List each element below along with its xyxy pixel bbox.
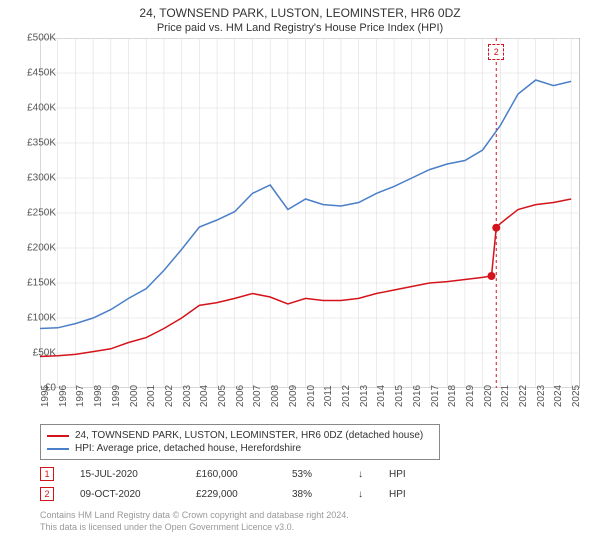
y-axis-tick: £100K	[27, 313, 56, 324]
chart-plot-area: £0£50K£100K£150K£200K£250K£300K£350K£400…	[40, 38, 600, 418]
event-pct: 38%	[292, 489, 332, 500]
x-axis-tick: 2017	[430, 385, 441, 407]
chart-callout: 2	[488, 44, 504, 60]
event-date: 09-OCT-2020	[80, 489, 170, 500]
y-axis-tick: £400K	[27, 103, 56, 114]
arrow-down-icon: ↓	[358, 469, 363, 480]
y-axis-tick: £350K	[27, 138, 56, 149]
x-axis-tick: 2012	[341, 385, 352, 407]
chart-svg	[40, 38, 580, 388]
attribution-line: This data is licensed under the Open Gov…	[40, 522, 590, 534]
x-axis-tick: 2018	[447, 385, 458, 407]
x-axis-tick: 1999	[111, 385, 122, 407]
x-axis-tick: 2007	[252, 385, 263, 407]
x-axis-tick: 2019	[465, 385, 476, 407]
event-price: £229,000	[196, 489, 266, 500]
attribution: Contains HM Land Registry data © Crown c…	[40, 510, 590, 533]
y-axis-tick: £150K	[27, 278, 56, 289]
x-axis-tick: 2015	[394, 385, 405, 407]
chart-subtitle: Price paid vs. HM Land Registry's House …	[0, 20, 600, 38]
event-price: £160,000	[196, 469, 266, 480]
x-axis-tick: 1998	[93, 385, 104, 407]
event-row: 1 15-JUL-2020 £160,000 53% ↓ HPI	[40, 464, 590, 484]
x-axis-tick: 2020	[483, 385, 494, 407]
x-axis-tick: 2003	[182, 385, 193, 407]
x-axis-tick: 2013	[359, 385, 370, 407]
legend: 24, TOWNSEND PARK, LUSTON, LEOMINSTER, H…	[40, 424, 440, 460]
y-axis-tick: £300K	[27, 173, 56, 184]
y-axis-tick: £500K	[27, 33, 56, 44]
legend-swatch	[47, 435, 69, 437]
event-row: 2 09-OCT-2020 £229,000 38% ↓ HPI	[40, 484, 590, 504]
x-axis-tick: 2011	[323, 385, 334, 407]
event-id-box: 1	[40, 467, 54, 481]
y-axis-tick: £250K	[27, 208, 56, 219]
x-axis-tick: 2024	[553, 385, 564, 407]
y-axis-tick: £200K	[27, 243, 56, 254]
x-axis-tick: 2022	[518, 385, 529, 407]
x-axis-tick: 2010	[306, 385, 317, 407]
chart-container: 24, TOWNSEND PARK, LUSTON, LEOMINSTER, H…	[0, 0, 600, 560]
legend-label: HPI: Average price, detached house, Here…	[75, 443, 301, 454]
attribution-line: Contains HM Land Registry data © Crown c…	[40, 510, 590, 522]
x-axis-tick: 2023	[536, 385, 547, 407]
event-table: 1 15-JUL-2020 £160,000 53% ↓ HPI 2 09-OCT-2020 £…	[40, 464, 590, 504]
event-vs: HPI	[389, 489, 406, 500]
legend-item: 24, TOWNSEND PARK, LUSTON, LEOMINSTER, H…	[47, 429, 433, 442]
x-axis-tick: 2001	[146, 385, 157, 407]
x-axis-tick: 2006	[235, 385, 246, 407]
legend-label: 24, TOWNSEND PARK, LUSTON, LEOMINSTER, H…	[75, 430, 423, 441]
x-axis-tick: 2016	[412, 385, 423, 407]
x-axis-tick: 2005	[217, 385, 228, 407]
x-axis-tick: 2008	[270, 385, 281, 407]
event-vs: HPI	[389, 469, 406, 480]
x-axis-tick: 2002	[164, 385, 175, 407]
x-axis-tick: 1997	[75, 385, 86, 407]
x-axis-tick: 2021	[500, 385, 511, 407]
x-axis-tick: 2025	[571, 385, 582, 407]
x-axis-tick: 2004	[199, 385, 210, 407]
legend-item: HPI: Average price, detached house, Here…	[47, 442, 433, 455]
chart-title: 24, TOWNSEND PARK, LUSTON, LEOMINSTER, H…	[0, 0, 600, 20]
x-axis-tick: 2014	[376, 385, 387, 407]
x-axis-tick: 2009	[288, 385, 299, 407]
legend-swatch	[47, 448, 69, 450]
event-date: 15-JUL-2020	[80, 469, 170, 480]
y-axis-tick: £50K	[33, 348, 56, 359]
event-pct: 53%	[292, 469, 332, 480]
arrow-down-icon: ↓	[358, 489, 363, 500]
event-id-box: 2	[40, 487, 54, 501]
x-axis-tick: 1995	[40, 385, 51, 407]
y-axis-tick: £450K	[27, 68, 56, 79]
x-axis-tick: 2000	[129, 385, 140, 407]
x-axis-tick: 1996	[58, 385, 69, 407]
